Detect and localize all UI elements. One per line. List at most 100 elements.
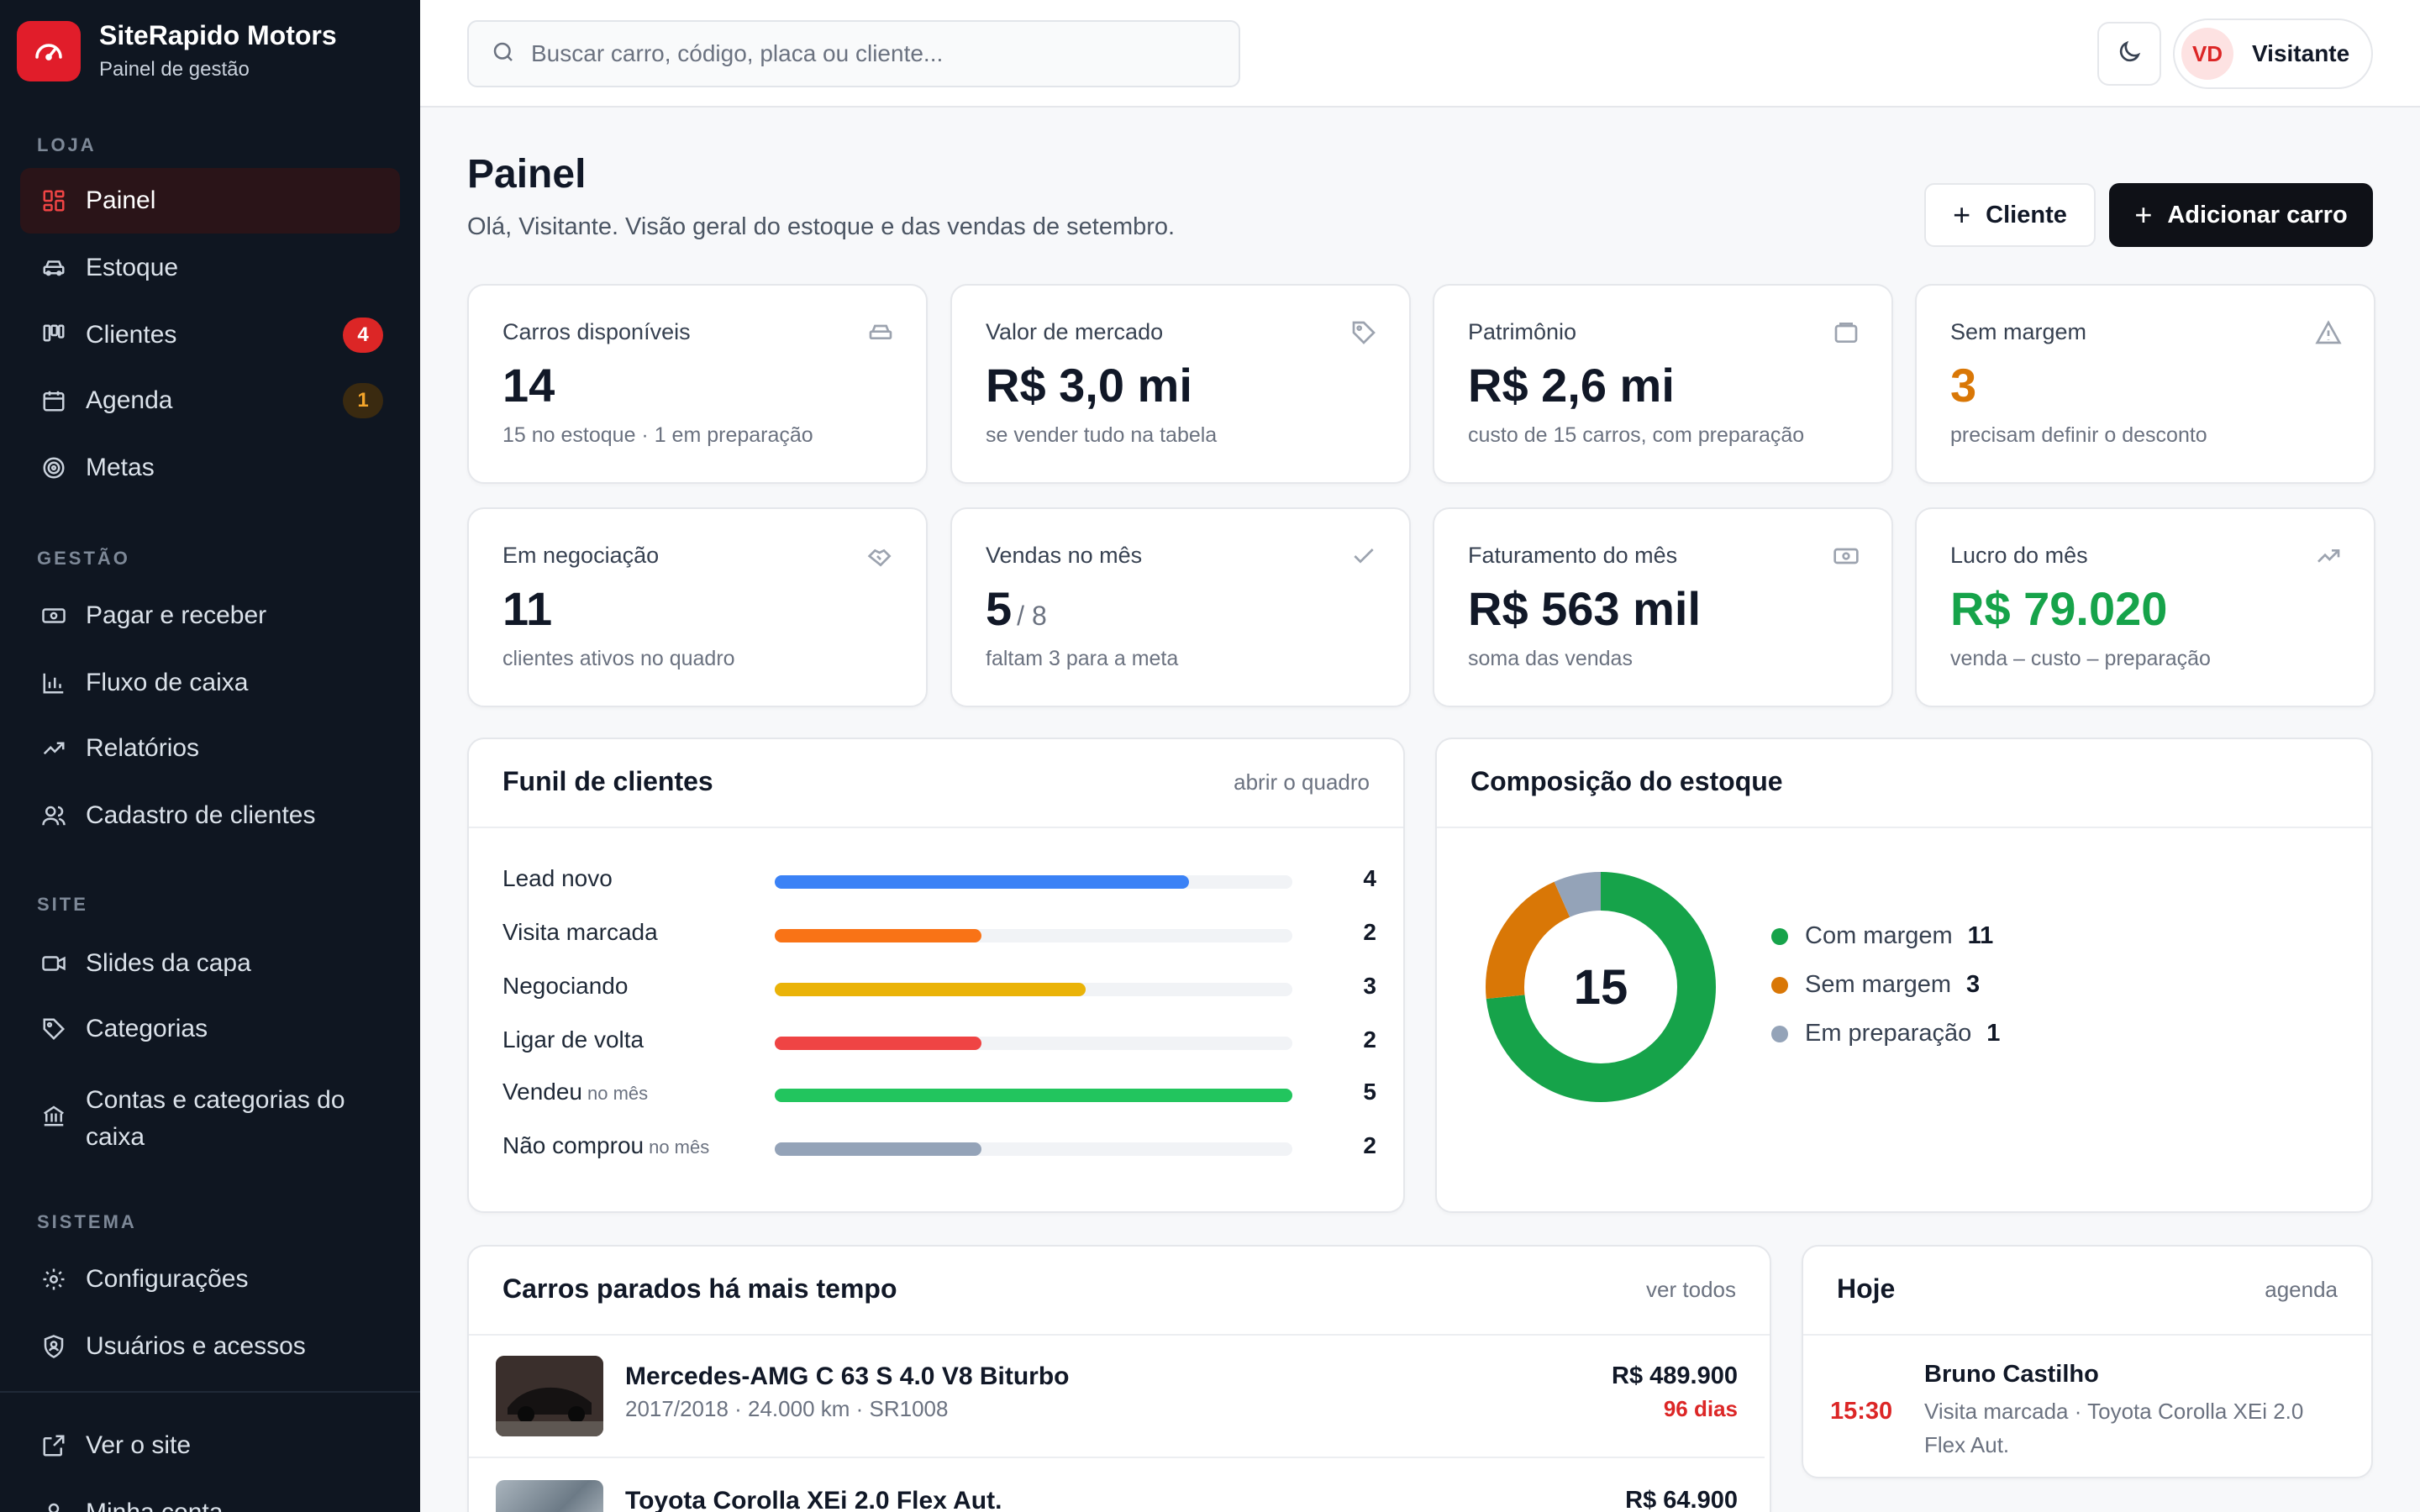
legend-count: 1 xyxy=(1986,1020,2001,1047)
warning-icon xyxy=(2315,319,2342,346)
brand-subtitle: Painel de gestão xyxy=(99,58,250,81)
stat-note: custo de 15 carros, com preparação xyxy=(1468,423,1805,447)
sidebar-item-relatorios[interactable]: Relatórios xyxy=(20,716,400,781)
nav-section-site: SITE xyxy=(37,894,88,915)
car-thumbnail xyxy=(496,1480,603,1512)
bank-icon xyxy=(39,1100,69,1131)
search-box[interactable] xyxy=(467,20,1240,87)
stat-card-faturamento-mes[interactable]: Faturamento do mês R$ 563 mil soma das v… xyxy=(1433,507,1893,707)
funnel-label: Lead novo xyxy=(502,865,613,891)
view-all-link[interactable]: ver todos xyxy=(1646,1277,1736,1302)
page-title: Painel xyxy=(467,152,587,197)
handshake-icon xyxy=(867,543,894,570)
sidebar-item-estoque[interactable]: Estoque xyxy=(20,235,400,301)
today-title: Hoje xyxy=(1837,1273,1896,1304)
sidebar-item-ver-site[interactable]: Ver o site xyxy=(20,1413,400,1478)
funnel-row[interactable]: Ligar de volta 2 xyxy=(502,1025,1376,1058)
stat-label: Lucro do mês xyxy=(1950,543,2088,568)
funnel-row[interactable]: Lead novo 4 xyxy=(502,864,1376,897)
car-idle-days: 96 dias xyxy=(1663,1396,1738,1421)
stat-card-lucro-mes[interactable]: Lucro do mês R$ 79.020 venda – custo – p… xyxy=(1915,507,2375,707)
stat-card-em-negociacao[interactable]: Em negociação 11 clientes ativos no quad… xyxy=(467,507,928,707)
stat-value: 11 xyxy=(502,582,553,635)
stat-card-valor-mercado[interactable]: Valor de mercado R$ 3,0 mi se vender tud… xyxy=(950,284,1411,484)
funnel-label: Negociando xyxy=(502,973,629,999)
funnel-count: 2 xyxy=(1363,1132,1376,1158)
sidebar-item-configuracoes[interactable]: Configurações xyxy=(20,1247,400,1312)
stat-card-sem-margem[interactable]: Sem margem 3 precisam definir o desconto xyxy=(1915,284,2375,484)
sidebar-item-pagar-receber[interactable]: Pagar e receber xyxy=(20,583,400,648)
sidebar-item-metas[interactable]: Metas xyxy=(20,435,400,501)
legend-dot xyxy=(1771,976,1788,994)
user-menu-button[interactable]: VD Visitante xyxy=(2173,18,2373,89)
funnel-track xyxy=(775,1089,1292,1102)
speedometer-icon xyxy=(17,21,81,81)
nav-section-gestao: GESTÃO xyxy=(37,548,130,569)
sidebar-item-fluxo-caixa[interactable]: Fluxo de caixa xyxy=(20,650,400,716)
today-header: Hoje agenda xyxy=(1803,1247,2371,1336)
stat-note: 15 no estoque · 1 em preparação xyxy=(502,423,813,447)
car-icon xyxy=(39,253,69,283)
sidebar-item-minha-conta[interactable]: Minha conta xyxy=(20,1480,400,1512)
funnel-label: Não comprou no mês xyxy=(502,1132,710,1158)
stat-note: soma das vendas xyxy=(1468,647,1633,670)
video-icon xyxy=(39,948,69,979)
table-row[interactable]: Toyota Corolla XEi 2.0 Flex Aut. R$ 64.9… xyxy=(469,1460,1765,1512)
funnel-row[interactable]: Visita marcada 2 xyxy=(502,917,1376,951)
stat-note: clientes ativos no quadro xyxy=(502,647,735,670)
add-client-button[interactable]: + Cliente xyxy=(1924,183,2096,247)
trending-up-icon xyxy=(2315,543,2342,570)
funnel-row[interactable]: Não comprou no mês 2 xyxy=(502,1131,1376,1164)
search-input[interactable] xyxy=(531,40,1203,67)
trending-up-icon xyxy=(39,733,69,764)
stat-card-carros-disponiveis[interactable]: Carros disponíveis 14 15 no estoque · 1 … xyxy=(467,284,928,484)
users-icon xyxy=(39,801,69,831)
brand[interactable]: SiteRapido Motors Painel de gestão xyxy=(17,18,337,84)
stat-card-patrimonio[interactable]: Patrimônio R$ 2,6 mi custo de 15 carros,… xyxy=(1433,284,1893,484)
sidebar-item-slides-capa[interactable]: Slides da capa xyxy=(20,931,400,996)
stat-label: Em negociação xyxy=(502,543,660,568)
stock-title: Composição do estoque xyxy=(1470,766,1783,796)
stat-label: Vendas no mês xyxy=(986,543,1143,568)
legend-count: 3 xyxy=(1966,971,1981,998)
sidebar-item-label: Cadastro de clientes xyxy=(86,801,316,829)
add-car-button[interactable]: + Adicionar carro xyxy=(2109,183,2373,247)
sidebar-item-usuarios-acessos[interactable]: Usuários e acessos xyxy=(20,1314,400,1379)
car-meta: 2017/2018 · 24.000 km · SR1008 xyxy=(625,1396,949,1421)
stat-value: R$ 79.020 xyxy=(1950,582,2168,635)
gear-icon xyxy=(39,1264,69,1294)
theme-toggle-button[interactable] xyxy=(2097,22,2161,86)
sidebar-item-contas-categorias[interactable]: Contas e categorias do caixa xyxy=(20,1077,400,1158)
sidebar-divider xyxy=(0,1391,420,1393)
funnel-row[interactable]: Vendeu no mês 5 xyxy=(502,1077,1376,1110)
open-board-link[interactable]: abrir o quadro xyxy=(1234,769,1370,795)
funnel-track xyxy=(775,1142,1292,1156)
sidebar-item-agenda[interactable]: Agenda 1 xyxy=(20,368,400,433)
event-client-name[interactable]: Bruno Castilho xyxy=(1924,1361,2099,1388)
funnel-label: Ligar de volta xyxy=(502,1026,644,1053)
agenda-link[interactable]: agenda xyxy=(2265,1277,2338,1302)
sidebar-item-label: Ver o site xyxy=(86,1431,192,1459)
idle-cars-title: Carros parados há mais tempo xyxy=(502,1273,897,1304)
sidebar-item-cadastro-clientes[interactable]: Cadastro de clientes xyxy=(20,783,400,848)
grid-icon xyxy=(39,186,69,216)
table-row[interactable]: Mercedes-AMG C 63 S 4.0 V8 Biturbo 2017/… xyxy=(469,1336,1765,1458)
funnel-count: 5 xyxy=(1363,1079,1376,1105)
stat-value: 5/ 8 xyxy=(986,580,1047,645)
stat-label: Sem margem xyxy=(1950,319,2087,344)
funnel-track xyxy=(775,983,1292,996)
sidebar-item-painel[interactable]: Painel xyxy=(20,168,400,234)
stat-card-vendas-mes[interactable]: Vendas no mês 5/ 8 faltam 3 para a meta xyxy=(950,507,1411,707)
topbar: VD Visitante xyxy=(420,0,2420,108)
stock-total: 15 xyxy=(1573,959,1628,1015)
funnel-row[interactable]: Negociando 3 xyxy=(502,971,1376,1005)
wallet-icon xyxy=(1833,319,1860,346)
idle-cars-panel: Carros parados há mais tempo ver todos M… xyxy=(467,1245,1771,1512)
stat-note: precisam definir o desconto xyxy=(1950,423,2207,447)
funnel-bar xyxy=(775,983,1086,996)
sidebar-item-clientes[interactable]: Clientes 4 xyxy=(20,302,400,368)
funnel-label: Vendeu no mês xyxy=(502,1079,649,1105)
sidebar-item-categorias[interactable]: Categorias xyxy=(20,996,400,1062)
legend-item: Com margem 11 xyxy=(1771,922,1993,950)
user-icon xyxy=(39,1498,69,1512)
